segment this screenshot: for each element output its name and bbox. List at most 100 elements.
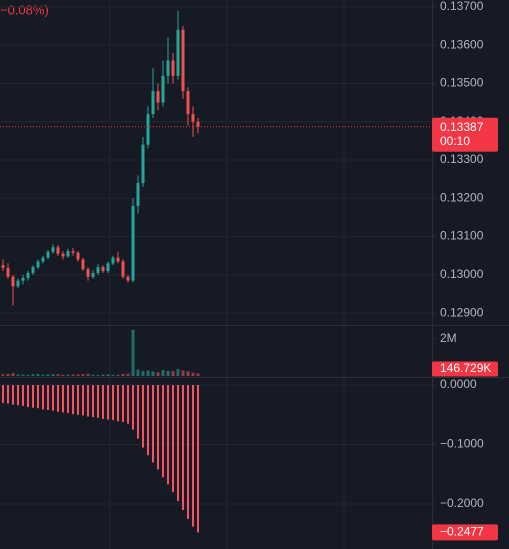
candle-body	[111, 257, 115, 264]
volume-bar	[196, 373, 200, 376]
candle-body	[101, 267, 105, 272]
indicator-label-box	[432, 524, 498, 541]
volume-bar	[81, 374, 85, 376]
candle-body	[31, 267, 35, 273]
candle-body	[191, 114, 195, 122]
y-tick-label: 0.13500	[440, 76, 484, 90]
last-price-text: 0.13387	[440, 120, 484, 134]
indicator-bar	[137, 385, 139, 439]
candle-body	[166, 60, 170, 76]
indicator-bar	[62, 385, 64, 413]
indicator-bar	[82, 385, 84, 416]
candle-body	[136, 182, 140, 206]
volume-bar	[16, 374, 20, 376]
candle-body	[36, 261, 40, 268]
volume-bar	[181, 370, 185, 376]
candle-body	[121, 261, 125, 277]
y-tick-label: 0.0000	[440, 377, 477, 391]
candle-body	[96, 267, 100, 273]
volume-bar	[26, 374, 30, 376]
indicator-bar	[87, 385, 89, 417]
volume-bar	[141, 370, 145, 376]
volume-bar	[51, 374, 55, 376]
candle-body	[71, 251, 75, 253]
y-tick-label: 0.13600	[440, 37, 484, 51]
indicator-bar	[97, 385, 99, 418]
indicator-bar	[77, 385, 79, 415]
y-tick-label: 0.13200	[440, 190, 484, 204]
candle-body	[196, 121, 200, 127]
candle-body	[106, 263, 110, 272]
candle-body	[146, 114, 150, 145]
indicator-bar	[17, 385, 19, 406]
indicator-bar	[162, 385, 164, 478]
indicator-bar	[142, 385, 144, 448]
candle-body	[66, 251, 70, 257]
volume-bar	[101, 374, 105, 376]
indicator-bar	[147, 385, 149, 456]
volume-bar	[161, 370, 165, 376]
indicator-bar	[192, 385, 194, 527]
volume-bar	[46, 374, 50, 376]
indicator-bar	[152, 385, 154, 463]
indicator-bar	[47, 385, 49, 411]
indicator-bar	[42, 385, 44, 410]
volume-bar	[6, 373, 10, 376]
volume-bar	[11, 373, 15, 376]
candle-body	[186, 91, 190, 115]
candle-body	[176, 29, 180, 76]
volume-bar	[106, 374, 110, 376]
indicator-bar	[52, 385, 54, 411]
volume-bar	[186, 371, 190, 376]
indicator-bar	[127, 385, 129, 424]
indicator-bar	[197, 385, 199, 533]
y-tick-label: 0.13100	[440, 229, 484, 243]
volume-bar	[151, 371, 155, 376]
indicator-bar	[67, 385, 69, 413]
candle-body	[116, 257, 120, 262]
volume-bar	[171, 371, 175, 376]
indicator-bar	[117, 385, 119, 422]
candle-body	[26, 272, 30, 278]
indicator-bar	[167, 385, 169, 485]
indicator-bar	[12, 385, 14, 405]
volume-bar	[191, 372, 195, 376]
candle-body	[76, 252, 80, 260]
candle-body	[131, 205, 135, 281]
y-tick-label: 0.13000	[440, 267, 484, 281]
candle-body	[16, 280, 20, 287]
volume-bar	[1, 374, 5, 376]
indicator-bar	[92, 385, 94, 418]
candle-body	[91, 272, 95, 277]
volume-bar	[76, 374, 80, 376]
indicator-bar	[157, 385, 159, 470]
volume-bar	[146, 370, 150, 376]
candle-body	[6, 267, 10, 277]
volume-label-text: 146.729K	[440, 361, 491, 375]
candle-body	[161, 75, 165, 103]
indicator-label-text: −0.2477	[440, 525, 484, 539]
indicator-bar	[122, 385, 124, 422]
indicator-bar	[187, 385, 189, 519]
candle-body	[171, 60, 175, 76]
volume-bar	[66, 374, 70, 376]
volume-bar	[156, 372, 160, 376]
candle-body	[151, 91, 155, 115]
indicator-bar	[182, 385, 184, 510]
y-tick-label: 0.13300	[440, 152, 484, 166]
volume-bar	[176, 368, 180, 376]
candle-body	[11, 276, 15, 287]
candle-body	[86, 269, 90, 277]
volume-bar	[21, 374, 25, 376]
last-price-box	[432, 117, 498, 152]
last-price-text: 00:10	[440, 134, 470, 148]
indicator-bar	[32, 385, 34, 408]
candle-body	[1, 265, 5, 268]
volume-bar	[56, 374, 60, 376]
candle-body	[41, 257, 45, 262]
indicator-bar	[57, 385, 59, 412]
volume-bar	[36, 373, 40, 376]
indicator-bar	[2, 385, 4, 403]
candle-body	[51, 247, 55, 252]
